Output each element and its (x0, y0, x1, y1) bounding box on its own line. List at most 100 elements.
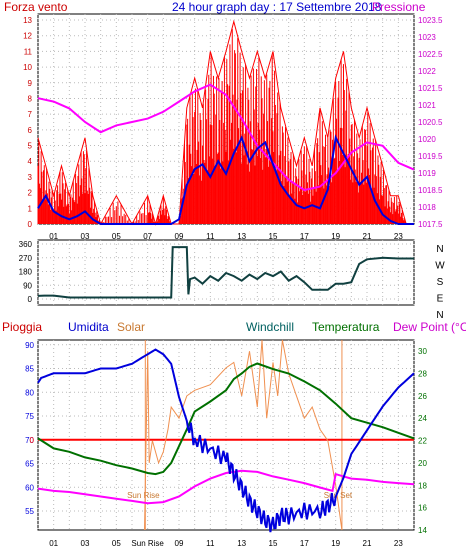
humidity-tick-label: 80 (25, 388, 34, 397)
direction-tick-label: 0 (28, 295, 33, 304)
wind-gust-line (37, 19, 414, 226)
direction-tick-label: 360 (19, 240, 33, 249)
hour-tick-label: Sun Rise (131, 539, 164, 548)
compass-label: N (436, 310, 443, 321)
direction-tick-label: 180 (19, 268, 33, 277)
humidity-line (37, 348, 415, 533)
humidity-tick-label: 55 (25, 507, 34, 516)
hour-tick-label: 05 (112, 539, 121, 548)
hour-tick-label: 11 (206, 539, 215, 548)
direction-tick-label: 270 (19, 254, 33, 263)
pressure-line (37, 83, 415, 192)
hour-tick-label: 23 (394, 539, 403, 548)
hour-tick-label: 01 (49, 539, 58, 548)
pressure-axis-label: Pressione (372, 0, 426, 14)
direction-tick-label: 90 (23, 281, 32, 290)
legend-humidity: Umidita (68, 320, 109, 334)
hour-tick-label: 15 (269, 539, 278, 548)
hour-tick-label: 21 (363, 539, 372, 548)
temperature-tick-label: 26 (418, 392, 427, 401)
pressure-tick-label: 1023.5 (418, 16, 443, 25)
compass-label: N (436, 244, 443, 255)
temperature-tick-label: 14 (418, 526, 427, 535)
wind-tick-label: 2 (28, 189, 33, 198)
sunset-label: Sun Set (324, 491, 353, 500)
wind-tick-label: 6 (28, 126, 33, 135)
hour-tick-label: 19 (331, 232, 340, 241)
hour-tick-label: 09 (175, 539, 184, 548)
hour-tick-label: 03 (81, 232, 90, 241)
legend-windchill: Windchill (246, 320, 294, 334)
humidity-tick-label: 90 (25, 341, 34, 350)
humidity-tick-label: 65 (25, 460, 34, 469)
hour-tick-label: 01 (49, 232, 58, 241)
wind-mean-line (37, 134, 414, 225)
sunrise-label: Sun Rise (127, 491, 160, 500)
wind-tick-label: 1 (28, 204, 33, 213)
hour-tick-label: 07 (143, 232, 152, 241)
pressure-tick-label: 1022 (418, 67, 436, 76)
hour-tick-label: 21 (363, 232, 372, 241)
temperature-tick-label: 28 (418, 370, 427, 379)
legend-dewpoint: Dew Point (°C) (393, 320, 466, 334)
pressure-tick-label: 1021 (418, 101, 436, 110)
wind-tick-label: 9 (28, 79, 33, 88)
pressure-tick-label: 1018.5 (418, 186, 443, 195)
hour-tick-label: 03 (81, 539, 90, 548)
hour-tick-label: 09 (175, 232, 184, 241)
chart-layer: 0123456789101112131017.510181018.5101910… (19, 14, 445, 548)
temperature-tick-label: 24 (418, 414, 427, 423)
pressure-tick-label: 1018 (418, 203, 436, 212)
chart-title: 24 hour graph day : 17 Settembre 2018 (172, 0, 382, 14)
wind-direction-line (37, 246, 414, 299)
rain-zero-label: 0 (30, 436, 35, 445)
wind-axis-label: Forza vento (4, 0, 68, 14)
pressure-tick-label: 1017.5 (418, 220, 443, 229)
wind-tick-label: 8 (28, 94, 33, 103)
legend-rain: Pioggia (2, 320, 42, 334)
hour-tick-label: 11 (206, 232, 215, 241)
pressure-tick-label: 1020.5 (418, 118, 443, 127)
temperature-tick-label: 22 (418, 437, 427, 446)
wind-tick-label: 4 (28, 157, 33, 166)
wind-tick-label: 3 (28, 173, 33, 182)
temperature-tick-label: 20 (418, 459, 427, 468)
temperature-tick-label: 18 (418, 481, 427, 490)
pressure-tick-label: 1022.5 (418, 50, 443, 59)
wind-tick-label: 11 (24, 47, 33, 56)
compass-label: S (437, 277, 444, 288)
solar-line (144, 339, 343, 531)
dewpoint-line (37, 469, 415, 505)
wind-tick-label: 12 (23, 32, 32, 41)
humidity-tick-label: 60 (25, 483, 34, 492)
wind-tick-label: 0 (28, 220, 33, 229)
humidity-tick-label: 70 (25, 436, 34, 445)
wind-tick-label: 10 (23, 63, 32, 72)
pressure-tick-label: 1023 (418, 33, 436, 42)
hour-tick-label: 15 (269, 232, 278, 241)
pressure-tick-label: 1019.5 (418, 152, 443, 161)
hour-tick-label: 13 (237, 539, 246, 548)
legend-temperature: Temperatura (312, 320, 380, 334)
hour-tick-label: 23 (394, 232, 403, 241)
humidity-tick-label: 75 (25, 412, 34, 421)
hour-tick-label: 17 (300, 539, 309, 548)
wind-tick-label: 13 (23, 16, 32, 25)
hour-tick-label: 19 (331, 539, 340, 548)
hour-tick-label: 05 (112, 232, 121, 241)
pressure-tick-label: 1019 (418, 169, 436, 178)
pressure-tick-label: 1020 (418, 135, 436, 144)
wind-tick-label: 7 (28, 110, 33, 119)
legend-solar: Solar (117, 320, 145, 334)
temperature-line (37, 362, 415, 476)
compass-label: E (437, 294, 444, 305)
pressure-tick-label: 1021.5 (418, 84, 443, 93)
temperature-tick-label: 16 (418, 504, 427, 513)
hour-tick-label: 13 (237, 232, 246, 241)
hour-tick-label: 17 (300, 232, 309, 241)
humidity-tick-label: 85 (25, 365, 34, 374)
wind-tick-label: 5 (28, 142, 33, 151)
temperature-tick-label: 30 (418, 347, 427, 356)
